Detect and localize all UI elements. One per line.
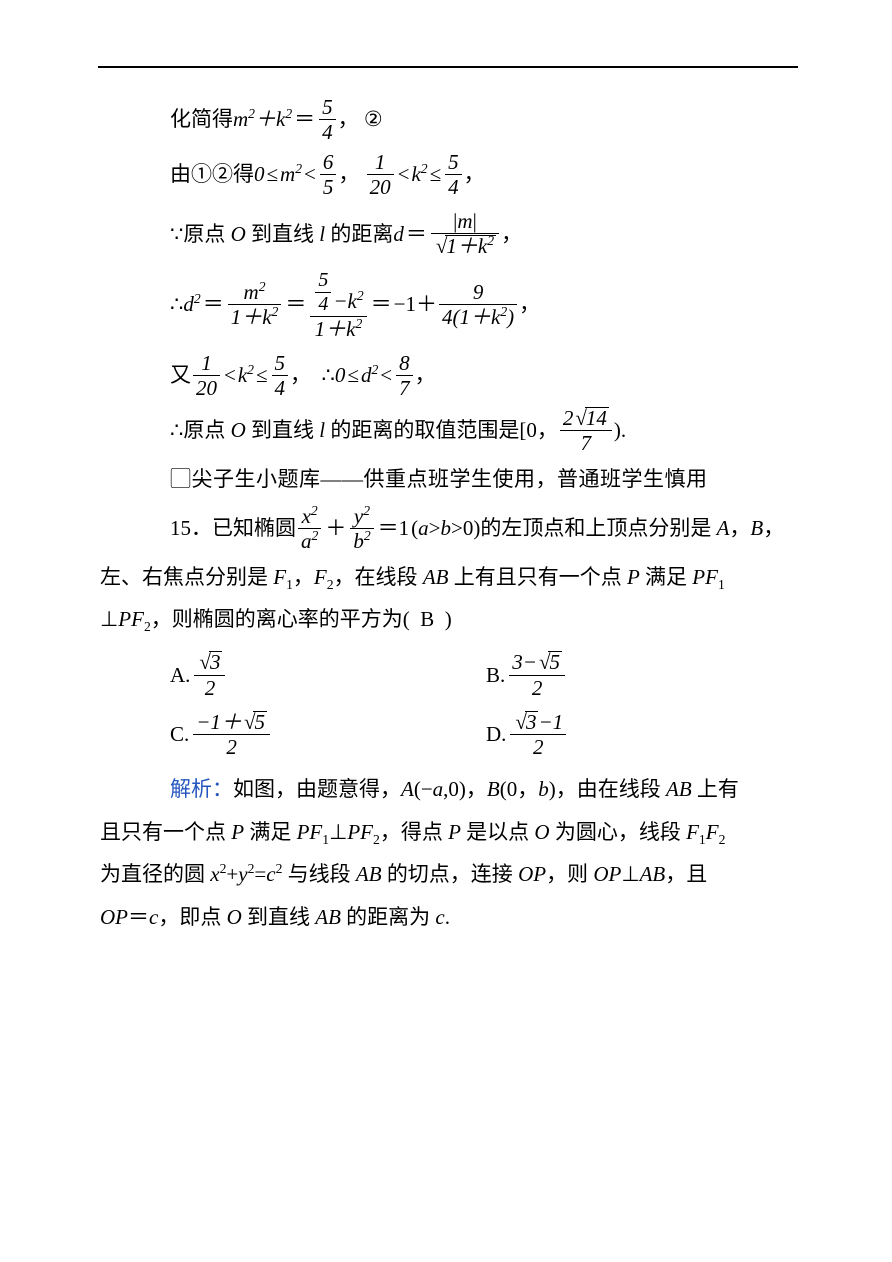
top-rule [98, 66, 798, 68]
explanation-line2: 且只有一个点 P 满足 PF1⊥PF2，得点 P 是以点 O 为圆心，线段 F1… [100, 815, 802, 850]
step2-k-lhs: 1 20 [367, 151, 394, 198]
option-C: C. −1＋5 2 [170, 711, 486, 758]
step1-lhs: m2＋k2 [233, 102, 292, 137]
step4-frac2: 54 −k2 1＋k2 [310, 270, 366, 340]
problem-15-stem-line1: 15． 已知椭圆 x2 a2 ＋ y2 b2 ＝1 (a>b>0) 的左顶点和上… [100, 505, 802, 552]
step2-k-rhs: 5 4 [445, 151, 462, 198]
note-text: 尖子生小题库——供重点班学生使用，普通班学生慎用 [192, 467, 708, 491]
step-3: ∵ 原点 O 到直线 l 的距离 d ＝ |m| 1＋k2 ， [100, 210, 802, 257]
step2-prefix: 由①②得 [170, 157, 254, 192]
step1-suffix: ， [338, 102, 359, 137]
problem-15-stem-line3: ⊥PF2，则椭圆的离心率的平方为( B ) [100, 602, 802, 637]
section-note: ▢尖子生小题库——供重点班学生使用，普通班学生慎用 [100, 462, 802, 497]
problem-15-stem-line2: 左、右焦点分别是 F1，F2，在线段 AB 上有且只有一个点 P 满足 PF1 [100, 560, 802, 595]
step-5: 又 1 20 < k2 ≤ 5 4 ， ∴ 0 ≤ d2 < 8 7 ， [100, 352, 802, 399]
step4-frac1: m2 1＋k2 [228, 281, 282, 328]
note-icon: ▢ [170, 467, 192, 491]
option-B: B. 3−5 2 [486, 651, 802, 698]
problem-number: 15． [170, 511, 212, 546]
step6-hi: 214 7 [560, 407, 612, 454]
step-1: 化简得 m2＋k2 ＝ 5 4 ， ② [100, 96, 802, 143]
step3-frac: |m| 1＋k2 [431, 210, 499, 257]
because-symbol: ∵ [170, 217, 183, 252]
therefore-symbol: ∴ [170, 287, 183, 322]
page-content: 化简得 m2＋k2 ＝ 5 4 ， ② 由①②得 0 ≤ m2 < 6 5 ， … [100, 96, 802, 935]
explanation-line3: 为直径的圆 x2+y2=c2 与线段 AB 的切点，连接 OP，则 OP⊥AB，… [100, 857, 802, 892]
option-A: A. 3 2 [170, 651, 486, 698]
step1-mark: ② [364, 102, 383, 137]
answer-letter: B [420, 607, 434, 631]
step2-m-rhs: 6 5 [320, 151, 337, 198]
step4-frac3: 9 4(1＋k2) [439, 281, 517, 328]
explanation-label: 解析： [170, 777, 233, 801]
explanation-line4: OP＝c，即点 O 到直线 AB 的距离为 c. [100, 900, 802, 935]
step-6: ∴ 原点 O 到直线 l 的距离的取值范围是 [0， 214 7 ) . [100, 407, 802, 454]
step1-eq: ＝ [292, 102, 317, 137]
step1-prefix: 化简得 [170, 102, 233, 137]
step1-rhs-frac: 5 4 [319, 96, 336, 143]
step-2: 由①②得 0 ≤ m2 < 6 5 ， 1 20 < k2 ≤ 5 4 ， [100, 151, 802, 198]
explanation-line1: 解析：如图，由题意得，A(−a,0)，B(0，b)，由在线段 AB 上有 [100, 772, 802, 807]
option-D: D. 3−1 2 [486, 711, 802, 758]
step-4: ∴ d2 ＝ m2 1＋k2 ＝ 54 −k2 1＋k2 ＝ −1＋ 9 4(1… [100, 270, 802, 340]
options: A. 3 2 B. 3−5 2 C. −1＋5 2 D. 3−1 2 [100, 645, 802, 764]
